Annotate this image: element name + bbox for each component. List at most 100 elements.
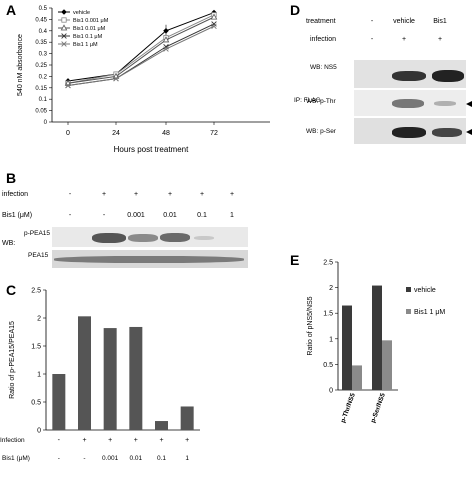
series-line [67,25,215,87]
infection-cell: - [58,437,61,444]
panel-letter-e: E [290,252,300,268]
infection-cell: + [401,36,407,43]
y-tick-label: 2 [329,285,333,292]
panel-a-line-chart: 0 0.05 0.1 0.15 0.2 0.25 0.3 0.35 0.4 0.45 0.5 0 24 4… [17,6,270,154]
series-line [67,16,215,84]
blot-pea15-label: PEA15 [28,252,49,259]
x-tick-label: p-Thr/NS5 [340,392,357,424]
blot-pea15 [52,250,248,268]
infection-cell: + [167,191,173,198]
legend-marker [61,33,67,39]
panel-e-bar-chart: 0 0.5 1 1.5 2 2.5 p-Thr/NS5 p-Ser/NS5 Ratio of p… [307,260,445,424]
infection-cell: + [437,36,443,43]
blot-p-thr [354,90,466,116]
x-tick-label: 24 [112,130,120,137]
y-axis-title: Ratio of pNS5/NS5 [307,296,314,355]
panel-letter-b: B [6,170,17,186]
blot-p-thr-label: WB: p-Thr [306,98,336,105]
bar [352,365,362,390]
blot-band [392,99,424,108]
bar [52,374,66,430]
bis1-cell: 0.1 [157,455,166,462]
legend-marker [61,9,67,15]
infection-cell: + [159,437,163,444]
blot-band [432,70,464,82]
blot-band [432,128,462,137]
bis1-cell: 1 [230,212,234,219]
treatment-cell: - [370,18,374,25]
arrow-icon [466,101,472,107]
infection-cell: + [229,191,235,198]
y-tick-label: 0.35 [35,40,47,46]
legend-label: Bis1 0.01 μM [73,26,106,32]
infection-cell: + [101,191,107,198]
treatment-cell: Bis1 [433,18,447,25]
panel-b-bis1-label: Bis1 (μM) [2,212,33,219]
y-tick-label: 0 [329,388,333,395]
y-tick-label: 0.15 [35,86,47,92]
panel-letter-d: D [290,2,301,18]
panel-b-infection-label: infection [2,191,29,198]
y-tick-label: 2.5 [323,260,333,267]
series-line [67,12,215,82]
legend-marker [60,24,68,31]
bis1-cell: - [83,455,85,462]
y-tick-label: 1 [37,372,41,379]
series-line [67,14,215,84]
bis1-cell: - [102,212,106,219]
y-tick-label: 0.45 [35,17,47,23]
bar [129,326,143,430]
blot-p-pea15 [52,227,248,247]
bar [78,316,91,430]
blot-band [54,256,244,263]
y-tick-label: 1.5 [31,344,41,351]
legend-swatch [406,309,411,314]
bar [382,340,392,390]
data-point [211,23,217,29]
y-tick-label: 0.1 [39,97,48,103]
treatment-cell: vehicle [393,18,415,25]
infection-cell: + [134,437,138,444]
data-point [113,75,119,82]
y-tick-label: 1.5 [323,311,333,318]
bis1-cell: 0.01 [163,212,177,219]
bar [372,285,382,390]
y-tick-label: 0.5 [31,400,41,407]
blot-ns5 [354,60,466,88]
infection-cell: + [185,437,189,444]
blot-p-pea15-label: p-PEA15 [24,230,51,237]
bis1-cell: 0.1 [197,212,207,219]
bar [342,305,352,390]
legend-label: Bis1 1 μM [73,42,98,48]
blot-band [434,101,456,106]
y-tick-label: 0 [44,120,48,126]
data-point [210,13,218,20]
infection-cell: - [370,36,374,43]
panel-c-bar-chart: 0 0.5 1 1.5 2 2.5 Ratio of p-PEA15/PEA15 Infect… [0,288,200,462]
infection-cell: + [199,191,205,198]
bar [155,421,168,430]
legend-label: vehicle [414,287,436,294]
bis1-cell: 0.01 [130,455,143,462]
blot-band [392,71,426,81]
data-point [211,21,217,27]
data-point [162,36,170,43]
y-tick-label: 1 [329,336,333,343]
y-axis-title: Ratio of p-PEA15/PEA15 [9,321,16,399]
bis1-cell: - [58,455,60,462]
x-axis-title: Hours post treatment [114,145,189,154]
blot-band [92,233,126,243]
blot-p-ser [354,118,466,144]
ip-flag-label: IP: FLAG [294,97,321,104]
y-tick-label: 0.05 [35,109,47,115]
bar [180,406,194,430]
bis1-cell: 0.001 [102,455,119,462]
infection-cell: + [82,437,86,444]
data-point [163,46,169,52]
bis1-cell: - [68,212,72,219]
infection-cell: + [133,191,139,198]
panel-b-wb-prefix: WB: [2,240,16,247]
x-tick-label: 0 [66,130,70,137]
legend-label: Bis1 0.001 μM [73,18,109,24]
bis1-cell: 1 [185,455,189,462]
